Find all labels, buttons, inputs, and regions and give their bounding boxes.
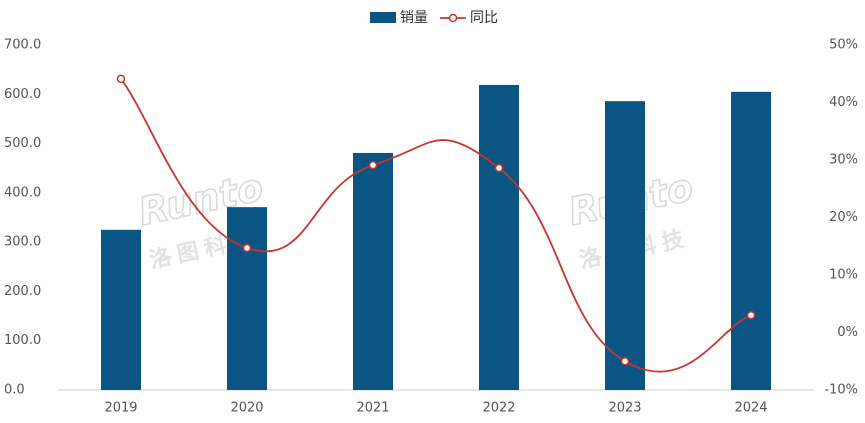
bar — [227, 207, 267, 390]
y2-tick-label: 20% — [829, 210, 858, 225]
x-tick-label: 2022 — [482, 401, 515, 416]
legend-label: 同比 — [470, 10, 498, 26]
bar — [353, 152, 393, 390]
y2-tick-label: 40% — [829, 95, 858, 110]
bar — [731, 91, 771, 391]
bar — [101, 229, 141, 390]
x-tick-label: 2020 — [230, 401, 263, 416]
line-marker — [620, 357, 630, 366]
x-tick-label: 2019 — [104, 401, 137, 416]
legend-label: 销量 — [400, 10, 428, 26]
legend-swatch — [370, 12, 396, 23]
legend: 销量 同比 — [370, 10, 498, 26]
line-marker — [116, 74, 126, 84]
y2-tick-label: 50% — [829, 38, 858, 53]
y2-tick-label: 0% — [837, 325, 858, 340]
line-marker — [746, 311, 756, 320]
bar — [605, 101, 645, 390]
y-tick-label: 200.0 — [4, 284, 41, 299]
line — [120, 78, 752, 373]
y-tick-label: 0.0 — [4, 383, 25, 398]
y2-tick-label: -10% — [824, 383, 858, 398]
legend-swatch — [448, 13, 458, 23]
y-tick-label: 600.0 — [4, 87, 41, 102]
line-marker — [368, 160, 378, 170]
bar — [479, 84, 519, 391]
line-marker — [242, 243, 252, 253]
x-tick-label: 2024 — [734, 401, 767, 416]
y2-tick-label: 30% — [829, 153, 858, 168]
x-tick-label: 2021 — [356, 401, 389, 416]
line-marker — [494, 163, 504, 173]
x-tick-label: 2023 — [608, 401, 641, 416]
y-tick-label: 700.0 — [4, 38, 41, 53]
y-tick-label: 300.0 — [4, 235, 41, 250]
y-tick-label: 100.0 — [4, 333, 41, 348]
y-tick-label: 500.0 — [4, 136, 41, 151]
y2-tick-label: 10% — [829, 268, 858, 283]
y-tick-label: 400.0 — [4, 185, 41, 200]
